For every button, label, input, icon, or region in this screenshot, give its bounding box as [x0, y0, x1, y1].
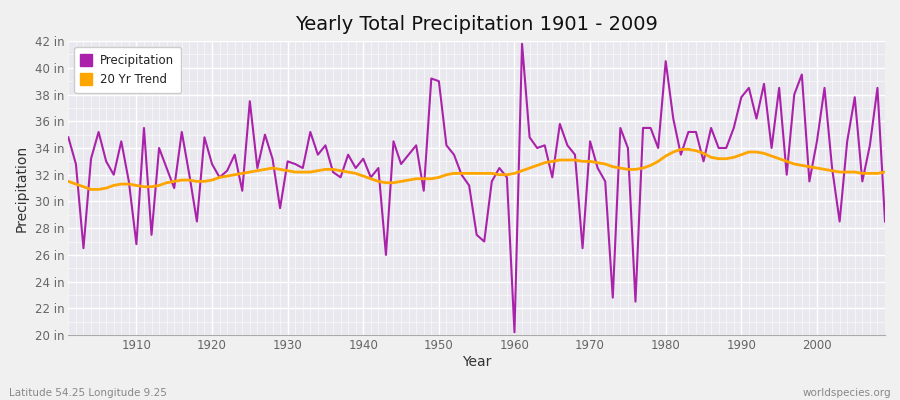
- 20 Yr Trend: [297, 170, 308, 174]
- Text: Latitude 54.25 Longitude 9.25: Latitude 54.25 Longitude 9.25: [9, 388, 166, 398]
- 20 Yr Trend: [343, 170, 354, 174]
- Precipitation: [524, 135, 535, 140]
- Precipitation: [501, 175, 512, 180]
- 20 Yr Trend: [86, 187, 96, 192]
- 20 Yr Trend: [517, 168, 527, 173]
- Title: Yearly Total Precipitation 1901 - 2009: Yearly Total Precipitation 1901 - 2009: [295, 15, 658, 34]
- Precipitation: [123, 179, 134, 184]
- Precipitation: [63, 135, 74, 140]
- Precipitation: [879, 219, 890, 224]
- 20 Yr Trend: [879, 170, 890, 174]
- 20 Yr Trend: [509, 171, 520, 176]
- Precipitation: [509, 330, 520, 335]
- 20 Yr Trend: [608, 164, 618, 169]
- Precipitation: [335, 175, 346, 180]
- Precipitation: [290, 162, 301, 166]
- Text: worldspecies.org: worldspecies.org: [803, 388, 891, 398]
- 20 Yr Trend: [675, 147, 686, 152]
- X-axis label: Year: Year: [462, 355, 491, 369]
- Line: Precipitation: Precipitation: [68, 44, 885, 332]
- 20 Yr Trend: [131, 183, 142, 188]
- Precipitation: [615, 126, 626, 130]
- 20 Yr Trend: [63, 179, 74, 184]
- Legend: Precipitation, 20 Yr Trend: Precipitation, 20 Yr Trend: [75, 47, 182, 93]
- Precipitation: [517, 41, 527, 46]
- Line: 20 Yr Trend: 20 Yr Trend: [68, 149, 885, 190]
- Y-axis label: Precipitation: Precipitation: [15, 144, 29, 232]
